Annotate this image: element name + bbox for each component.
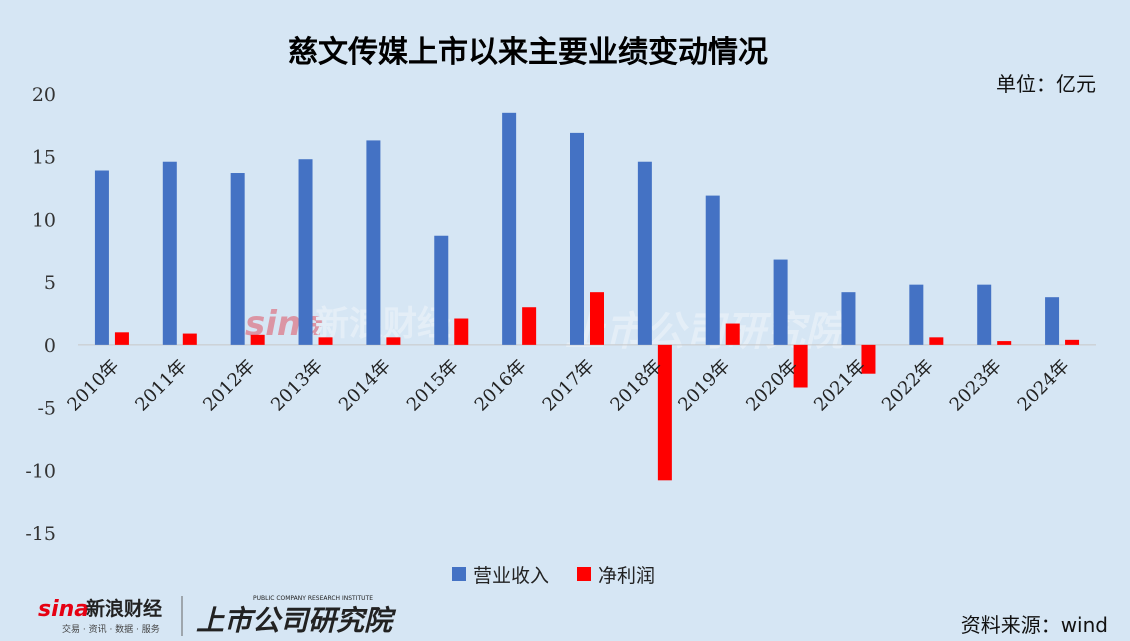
y-tick-label: 15 bbox=[32, 147, 56, 169]
bar-revenue bbox=[841, 292, 856, 345]
bar-profit bbox=[590, 292, 604, 345]
chart-title: 慈文传媒上市以来主要业绩变动情况 bbox=[288, 35, 768, 70]
y-tick-label: 5 bbox=[44, 272, 56, 294]
x-tick-label: 2019年 bbox=[674, 356, 734, 416]
bar-profit bbox=[250, 334, 265, 345]
y-tick-label: 20 bbox=[32, 84, 56, 106]
bar-profit bbox=[114, 332, 129, 345]
sina-logo-tagline: 交易 · 资讯 · 数据 · 服务 bbox=[62, 623, 160, 635]
watermark-sina-name: 新浪财经 bbox=[315, 304, 451, 344]
legend-swatch-revenue bbox=[452, 567, 466, 581]
x-tick-label: 2018年 bbox=[606, 356, 666, 416]
legend-swatch-profit bbox=[577, 567, 591, 581]
bar-profit bbox=[1065, 339, 1080, 345]
bar-revenue bbox=[977, 284, 992, 345]
bar-revenue bbox=[773, 259, 788, 345]
x-tick-label: 2016年 bbox=[471, 356, 531, 416]
source-label: 资料来源：wind bbox=[961, 613, 1108, 637]
x-tick-label: 2011年 bbox=[131, 356, 191, 416]
bar-profit bbox=[929, 337, 944, 345]
sina-logo-mark: sina bbox=[38, 597, 89, 622]
x-tick-label: 2023年 bbox=[946, 356, 1006, 416]
x-tick-label: 2015年 bbox=[403, 356, 463, 416]
bar-profit bbox=[861, 344, 876, 374]
legend: 营业收入 净利润 bbox=[452, 565, 655, 587]
y-tick-label: 10 bbox=[32, 209, 56, 231]
bar-profit bbox=[657, 344, 672, 481]
y-tick-label: 0 bbox=[44, 335, 56, 357]
watermark: sina 新浪财经 上市公司研究院 bbox=[245, 304, 851, 355]
institute-logo: PUBLIC COMPANY RESEARCH INSTITUTE 上市公司研究… bbox=[196, 595, 397, 637]
bar-revenue bbox=[1045, 297, 1060, 345]
bar-profit bbox=[454, 318, 469, 345]
bar-revenue bbox=[502, 112, 517, 345]
institute-logo-name: 上市公司研究院 bbox=[196, 604, 397, 637]
x-tick-label: 2024年 bbox=[1014, 356, 1074, 416]
bar-revenue bbox=[94, 170, 109, 345]
y-tick-label: -10 bbox=[25, 460, 56, 482]
bars bbox=[94, 112, 1080, 481]
bar-revenue bbox=[298, 159, 313, 345]
bar-revenue bbox=[637, 161, 652, 345]
x-tick-label: 2017年 bbox=[539, 356, 599, 416]
y-tick-label: -15 bbox=[25, 523, 56, 545]
bar-revenue bbox=[230, 173, 245, 345]
unit-label: 单位：亿元 bbox=[996, 72, 1096, 96]
x-tick-label: 2012年 bbox=[199, 356, 259, 416]
sina-logo-name: 新浪财经 bbox=[86, 597, 162, 620]
bar-profit bbox=[725, 323, 740, 345]
x-tick-label: 2022年 bbox=[878, 356, 938, 416]
legend-label-revenue: 营业收入 bbox=[473, 565, 549, 587]
bar-revenue bbox=[366, 140, 381, 345]
sina-logo: sina 新浪财经 交易 · 资讯 · 数据 · 服务 bbox=[38, 597, 162, 635]
legend-label-profit: 净利润 bbox=[598, 565, 655, 587]
bar-profit bbox=[997, 341, 1012, 345]
y-tick-label: -5 bbox=[37, 398, 56, 420]
bar-revenue bbox=[434, 235, 449, 345]
bar-revenue bbox=[570, 132, 584, 345]
y-axis: -15 -10 -5 0 5 10 15 20 bbox=[25, 84, 56, 545]
bar-profit bbox=[522, 307, 537, 345]
bar-profit bbox=[793, 344, 808, 388]
bar-profit bbox=[182, 333, 197, 345]
x-tick-label: 2021年 bbox=[810, 356, 870, 416]
x-tick-label: 2014年 bbox=[335, 356, 395, 416]
x-axis: 2010年 2011年 2012年 2013年 2014年 2015年 2016年 2017年… bbox=[63, 356, 1073, 416]
x-tick-label: 2010年 bbox=[63, 356, 123, 416]
x-tick-label: 2013年 bbox=[267, 356, 327, 416]
bar-profit bbox=[386, 337, 401, 345]
bar-revenue bbox=[705, 195, 720, 345]
bar-profit bbox=[318, 337, 333, 345]
x-tick-label: 2020年 bbox=[742, 356, 802, 416]
bar-revenue bbox=[909, 284, 924, 345]
bar-revenue bbox=[162, 161, 177, 345]
institute-logo-en: PUBLIC COMPANY RESEARCH INSTITUTE bbox=[253, 595, 373, 602]
